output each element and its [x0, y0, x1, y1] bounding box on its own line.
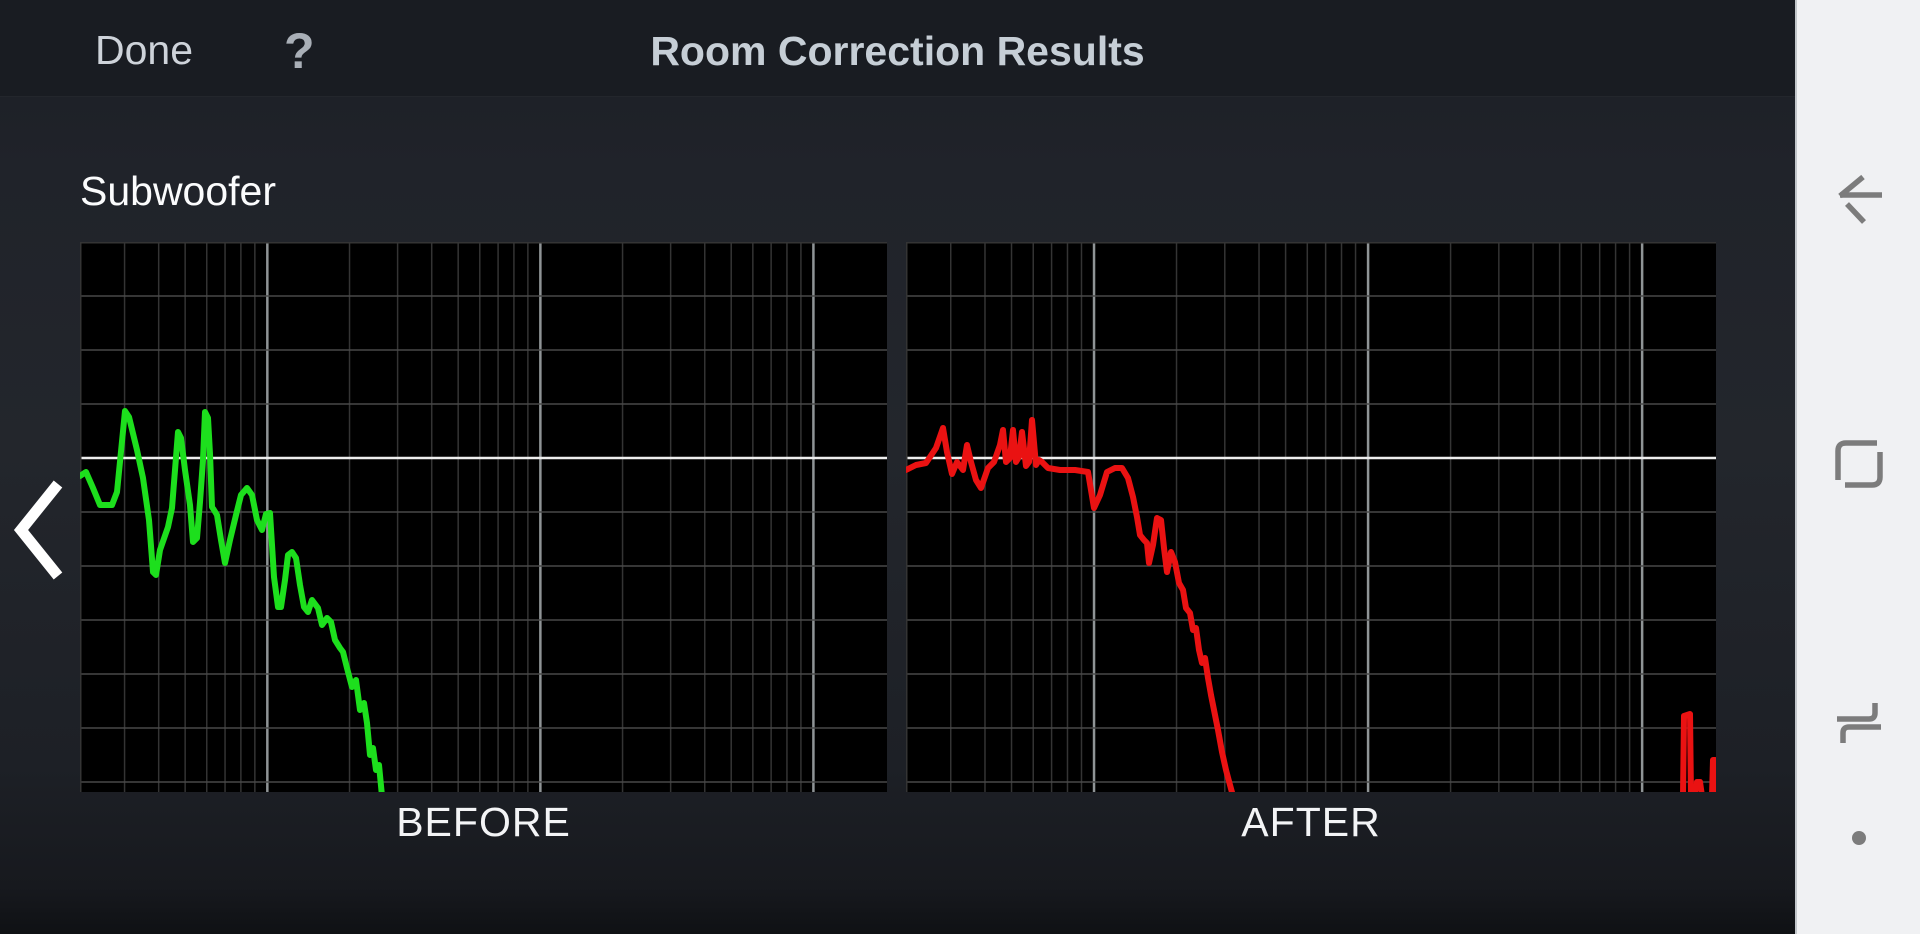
- hide-navbar-dot-icon[interactable]: [1851, 831, 1866, 845]
- after-chart: [906, 242, 1716, 792]
- android-navigation-bar: [1795, 0, 1920, 934]
- app-background: Done ? Room Correction Results Subwoofer…: [0, 0, 1795, 934]
- speaker-label: Subwoofer: [80, 168, 277, 214]
- before-chart-label: BEFORE: [396, 799, 571, 845]
- previous-speaker-chevron-icon[interactable]: [12, 478, 64, 582]
- before-chart: [80, 242, 887, 792]
- back-button-icon[interactable]: [1830, 170, 1888, 230]
- home-button-icon[interactable]: [1833, 438, 1885, 490]
- help-button[interactable]: ?: [284, 23, 315, 79]
- before-chart-plot: [80, 242, 887, 792]
- done-button[interactable]: Done: [95, 27, 194, 73]
- after-chart-plot: [906, 242, 1716, 792]
- top-bar: Done ? Room Correction Results: [0, 0, 1795, 97]
- recents-button-icon[interactable]: [1831, 694, 1887, 750]
- after-chart-label: AFTER: [1241, 799, 1381, 845]
- page-title: Room Correction Results: [650, 28, 1145, 74]
